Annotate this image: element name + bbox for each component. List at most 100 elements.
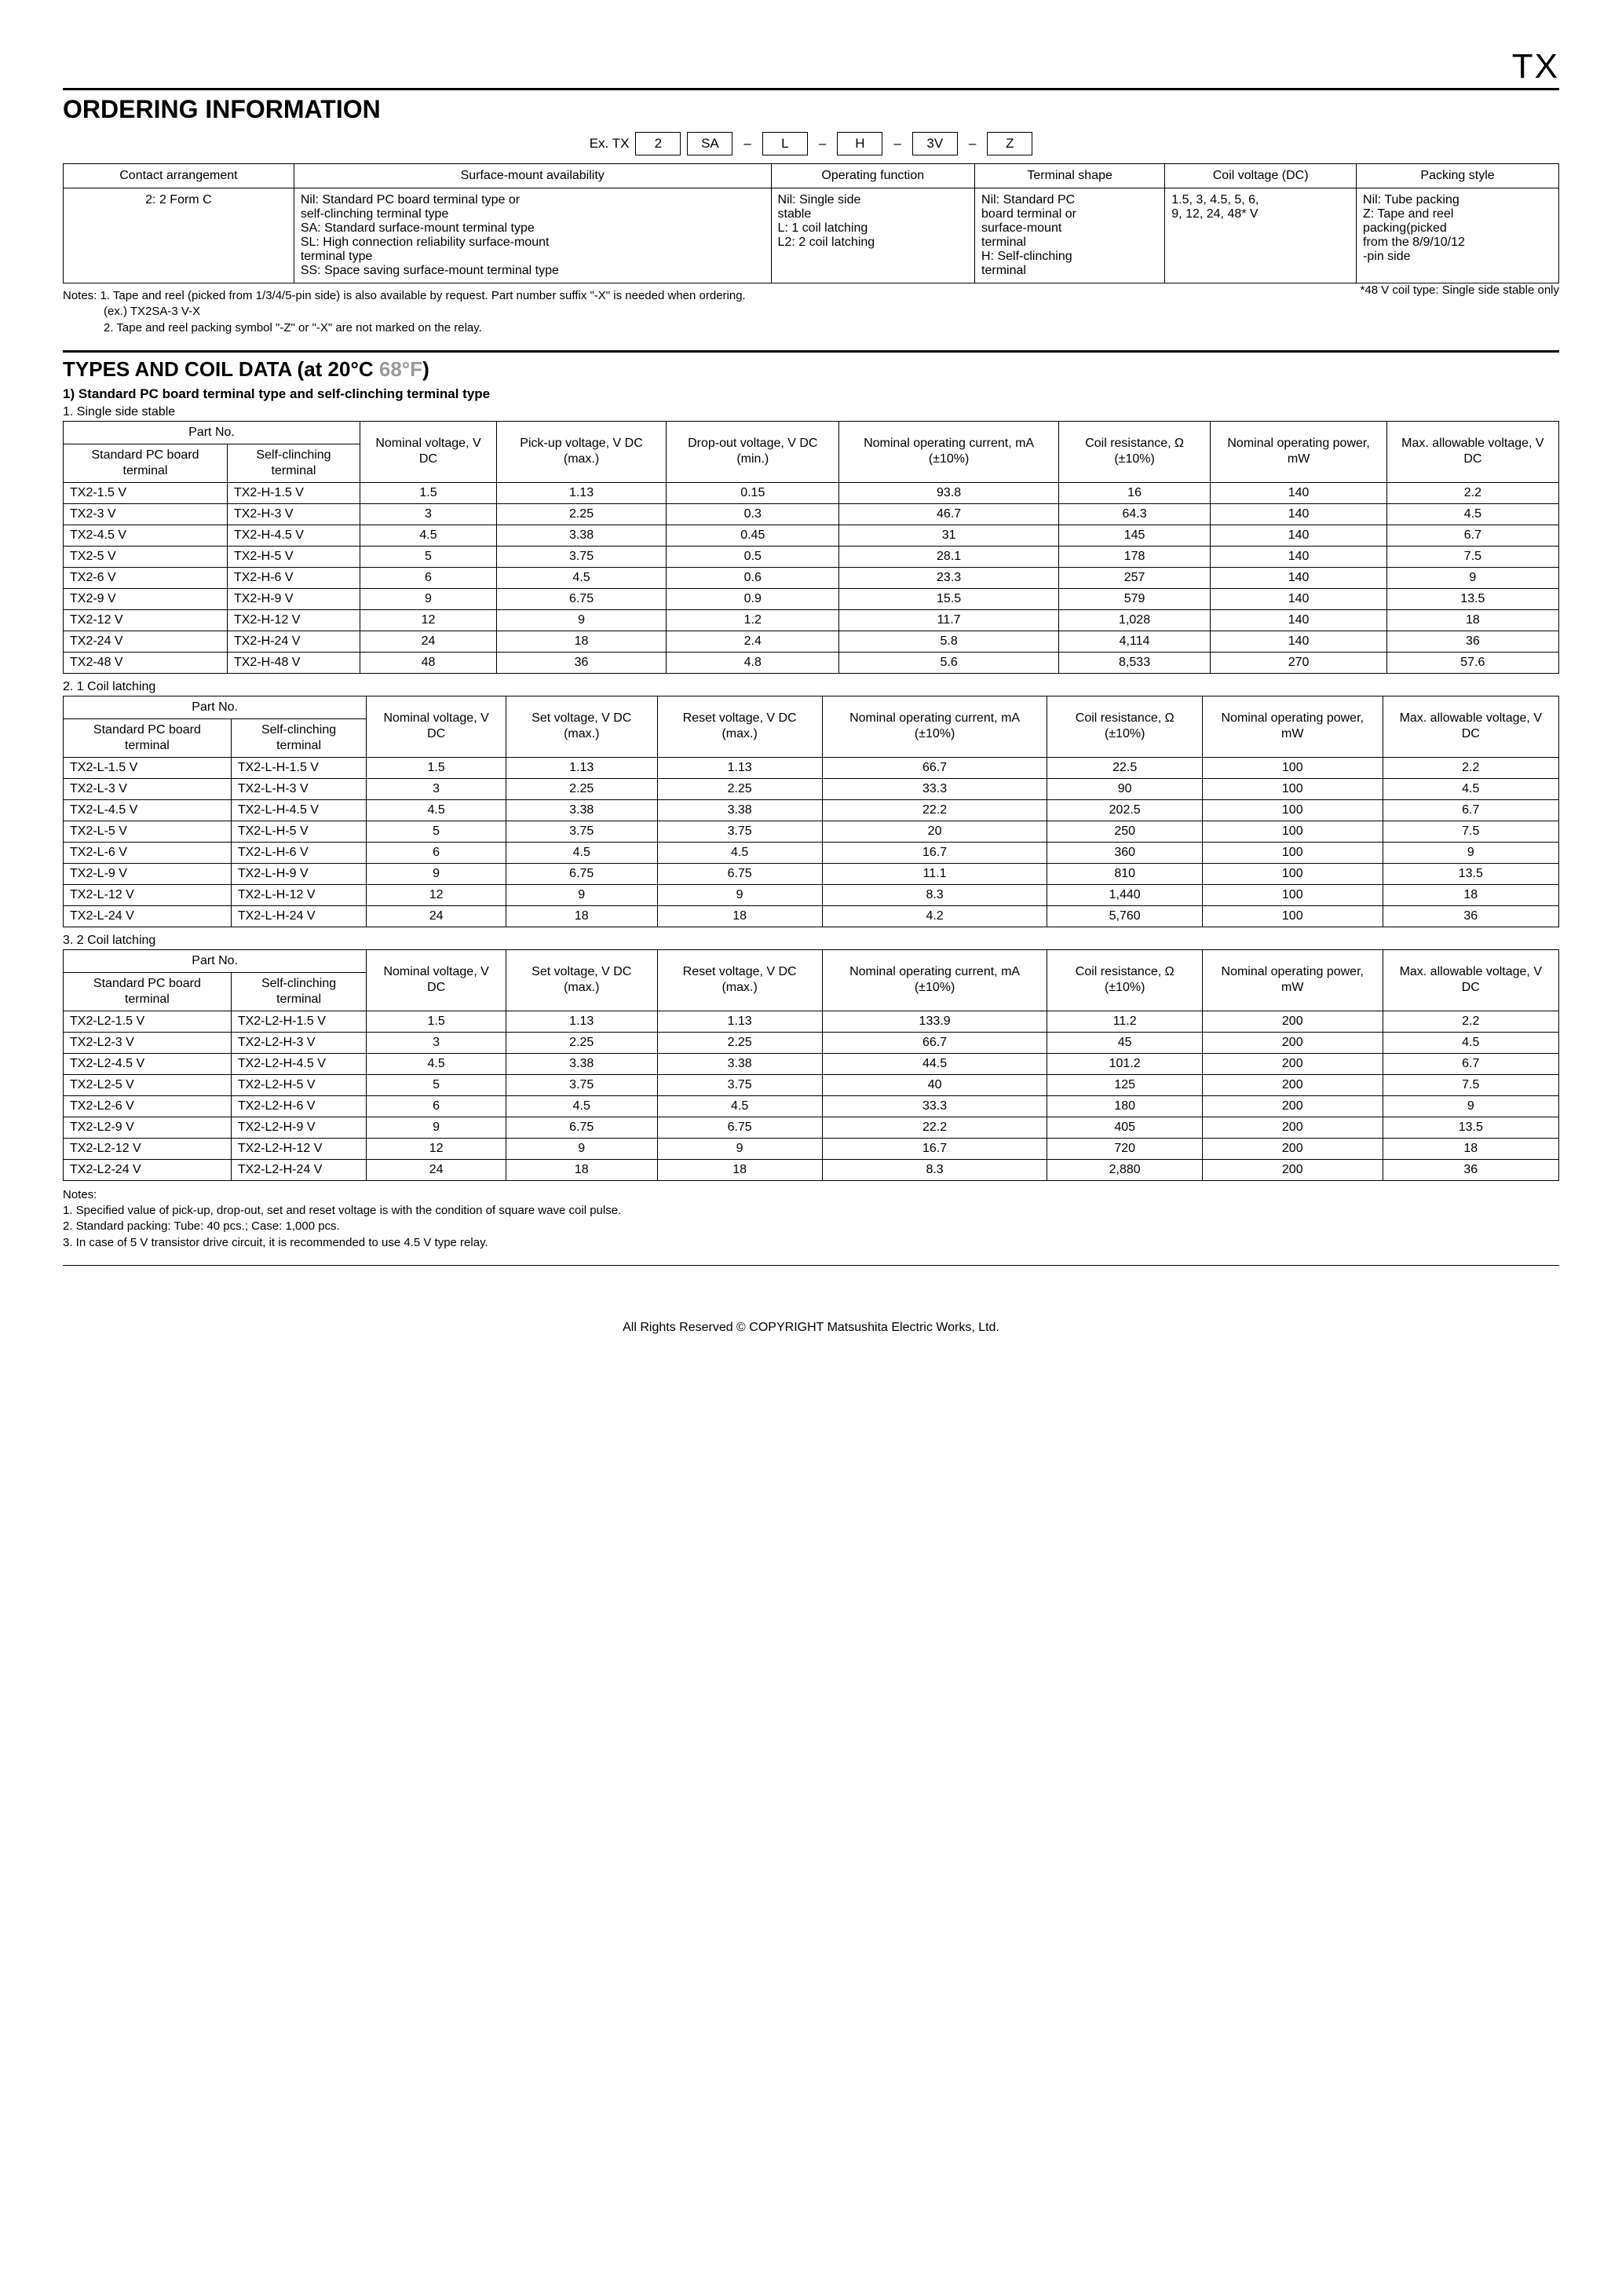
cell: 100 xyxy=(1202,757,1383,778)
cell: TX2-L2-5 V xyxy=(64,1074,232,1095)
cell: 200 xyxy=(1202,1159,1383,1180)
cell: 28.1 xyxy=(839,546,1058,567)
cell: 2.25 xyxy=(506,778,657,799)
cell: 3.75 xyxy=(657,1074,822,1095)
cell: 5 xyxy=(367,821,506,842)
cell: 9 xyxy=(367,1117,506,1138)
cell: 13.5 xyxy=(1383,1117,1558,1138)
cell: TX2-L2-1.5 V xyxy=(64,1011,232,1032)
h-std: Standard PC board terminal xyxy=(64,972,232,1011)
cell: 100 xyxy=(1202,884,1383,905)
cell: TX2-L-H-1.5 V xyxy=(231,757,366,778)
cell: 57.6 xyxy=(1386,652,1558,673)
cell: 5 xyxy=(360,546,497,567)
table-row: TX2-L-12 VTX2-L-H-12 V12998.31,44010018 xyxy=(64,884,1559,905)
page-header: TX xyxy=(63,47,1559,86)
cell: 2.2 xyxy=(1383,1011,1558,1032)
cell: TX2-L-H-6 V xyxy=(231,842,366,863)
cell: 2.25 xyxy=(657,1032,822,1053)
cell: 3.38 xyxy=(657,1053,822,1074)
cell: 1.13 xyxy=(657,757,822,778)
h-std: Standard PC board terminal xyxy=(64,718,232,757)
cell: TX2-9 V xyxy=(64,588,228,609)
cell: 1.5 xyxy=(367,1011,506,1032)
cell: 1.13 xyxy=(496,482,666,503)
cell: 3.75 xyxy=(506,821,657,842)
cell: 3 xyxy=(360,503,497,525)
cell: 4.5 xyxy=(506,1095,657,1117)
h-pow: Nominal operating power, mW xyxy=(1202,696,1383,757)
cell: 40 xyxy=(822,1074,1047,1095)
table-row: TX2-L2-3 VTX2-L2-H-3 V32.252.2566.745200… xyxy=(64,1032,1559,1053)
cell: 1,028 xyxy=(1058,609,1211,631)
ord-c3: Nil: Standard PC board terminal or surfa… xyxy=(975,188,1165,283)
cell: 4.5 xyxy=(1383,1032,1558,1053)
ex-box-2: L xyxy=(762,132,808,155)
table-row: TX2-L-6 VTX2-L-H-6 V64.54.516.73601009 xyxy=(64,842,1559,863)
cell: 4.5 xyxy=(1386,503,1558,525)
cell: TX2-L2-H-24 V xyxy=(231,1159,366,1180)
h-self: Self-clinching terminal xyxy=(231,972,366,1011)
cell: TX2-L2-6 V xyxy=(64,1095,232,1117)
cell: 145 xyxy=(1058,525,1211,546)
h-cur: Nominal operating current, mA (±10%) xyxy=(822,696,1047,757)
cell: TX2-L2-4.5 V xyxy=(64,1053,232,1074)
cell: 2.2 xyxy=(1383,757,1558,778)
table-row: TX2-L2-1.5 VTX2-L2-H-1.5 V1.51.131.13133… xyxy=(64,1011,1559,1032)
cell: TX2-6 V xyxy=(64,567,228,588)
cell: 6.75 xyxy=(506,1117,657,1138)
cell: TX2-L2-9 V xyxy=(64,1117,232,1138)
table-row: TX2-L-9 VTX2-L-H-9 V96.756.7511.18101001… xyxy=(64,863,1559,884)
cell: TX2-L2-H-6 V xyxy=(231,1095,366,1117)
cell: TX2-24 V xyxy=(64,631,228,652)
bn3: 3. In case of 5 V transistor drive circu… xyxy=(63,1235,1559,1251)
cell: 13.5 xyxy=(1386,588,1558,609)
h-set: Set voltage, V DC (max.) xyxy=(506,949,657,1011)
cell: 2.25 xyxy=(506,1032,657,1053)
t3-label: 3. 2 Coil latching xyxy=(63,934,1559,948)
cell: 810 xyxy=(1047,863,1203,884)
cell: 12 xyxy=(367,1138,506,1159)
cell: 9 xyxy=(367,863,506,884)
note1: Notes: 1. Tape and reel (picked from 1/3… xyxy=(63,288,1559,304)
ex-box-0: 2 xyxy=(635,132,681,155)
cell: 3.75 xyxy=(506,1074,657,1095)
ord-h0: Contact arrangement xyxy=(64,164,294,188)
cell: 200 xyxy=(1202,1138,1383,1159)
bottom-notes: Notes: 1. Specified value of pick-up, dr… xyxy=(63,1187,1559,1251)
h-pickup: Pick-up voltage, V DC (max.) xyxy=(496,421,666,482)
cell: 140 xyxy=(1211,525,1386,546)
cell: TX2-H-4.5 V xyxy=(227,525,360,546)
cell: TX2-L-H-3 V xyxy=(231,778,366,799)
cell: 16.7 xyxy=(822,842,1047,863)
cell: TX2-L2-H-5 V xyxy=(231,1074,366,1095)
cell: 140 xyxy=(1211,482,1386,503)
cell: 6.7 xyxy=(1383,799,1558,821)
ord-c0: 2: 2 Form C xyxy=(64,188,294,283)
h-self: Self-clinching terminal xyxy=(227,444,360,482)
note1b: (ex.) TX2SA-3 V-X xyxy=(63,304,1559,320)
ord-c4: 1.5, 3, 4.5, 5, 6, 9, 12, 24, 48* V xyxy=(1165,188,1357,283)
cell: 22.2 xyxy=(822,1117,1047,1138)
cell: TX2-5 V xyxy=(64,546,228,567)
table-row: TX2-5 VTX2-H-5 V53.750.528.11781407.5 xyxy=(64,546,1559,567)
cell: 579 xyxy=(1058,588,1211,609)
table-single-side: Part No. Nominal voltage, V DC Pick-up v… xyxy=(63,421,1559,674)
cell: 5,760 xyxy=(1047,905,1203,927)
h-max: Max. allowable voltage, V DC xyxy=(1383,949,1558,1011)
cell: 15.5 xyxy=(839,588,1058,609)
cell: 4.5 xyxy=(1383,778,1558,799)
cell: 6.75 xyxy=(506,863,657,884)
cell: TX2-1.5 V xyxy=(64,482,228,503)
cell: 140 xyxy=(1211,588,1386,609)
cell: 33.3 xyxy=(822,1095,1047,1117)
table-row: TX2-6 VTX2-H-6 V64.50.623.32571409 xyxy=(64,567,1559,588)
cell: 4.5 xyxy=(506,842,657,863)
cell: TX2-L-H-24 V xyxy=(231,905,366,927)
cell: 100 xyxy=(1202,863,1383,884)
cell: 270 xyxy=(1211,652,1386,673)
cell: 0.45 xyxy=(667,525,839,546)
cell: 4.5 xyxy=(657,842,822,863)
cell: 46.7 xyxy=(839,503,1058,525)
cell: TX2-H-24 V xyxy=(227,631,360,652)
